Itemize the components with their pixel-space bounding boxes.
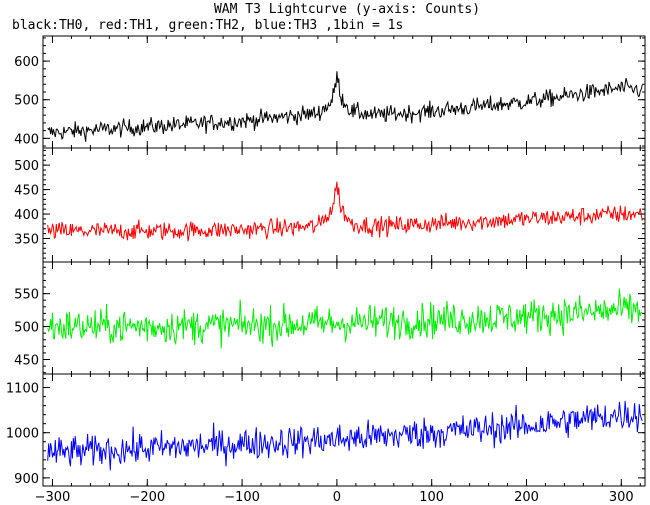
series-line-th1 bbox=[47, 181, 643, 242]
y-tick-label: 450 bbox=[14, 184, 39, 199]
panel-th0: 400 500 600 bbox=[14, 35, 646, 149]
x-tick-label: −300 bbox=[35, 490, 71, 505]
chart-title: WAM T3 Lightcurve (y-axis: Counts) bbox=[214, 2, 480, 17]
panel-th3: 900 1000 1100 bbox=[6, 373, 646, 487]
panel-frame bbox=[42, 373, 646, 487]
x-tick-label: 200 bbox=[514, 490, 539, 505]
y-tick-label: 500 bbox=[14, 94, 39, 109]
y-tick-label: 400 bbox=[14, 208, 39, 223]
panels-group: 400 500 600 350 400 450 500 450 500 550 900 1000 110… bbox=[6, 35, 646, 487]
series-line-th3 bbox=[47, 400, 643, 471]
x-tick-label: −100 bbox=[224, 490, 260, 505]
y-tick-label: 900 bbox=[14, 472, 39, 487]
x-tick-label: 300 bbox=[609, 490, 634, 505]
x-axis: −300 −200 −100 0 100 200 300 bbox=[35, 490, 634, 505]
series-line-th0 bbox=[47, 71, 643, 142]
x-tick-label: 0 bbox=[333, 490, 341, 505]
panel-th1: 350 400 450 500 bbox=[14, 147, 646, 263]
y-tick-label: 600 bbox=[14, 55, 39, 70]
y-tick-label: 500 bbox=[14, 321, 39, 336]
y-tick-label: 350 bbox=[14, 233, 39, 248]
panel-th2: 450 500 550 bbox=[14, 261, 646, 375]
y-tick-label: 500 bbox=[14, 159, 39, 174]
series-line-th2 bbox=[47, 288, 643, 349]
x-tick-label: 100 bbox=[419, 490, 444, 505]
y-tick-label: 400 bbox=[14, 132, 39, 147]
y-tick-label: 1000 bbox=[6, 427, 39, 442]
y-tick-label: 1100 bbox=[6, 382, 39, 397]
y-tick-label: 450 bbox=[14, 354, 39, 369]
x-tick-label: −200 bbox=[129, 490, 165, 505]
panel-frame bbox=[42, 147, 646, 263]
chart-subtitle: black:TH0, red:TH1, green:TH2, blue:TH3 … bbox=[12, 18, 403, 33]
y-tick-label: 550 bbox=[14, 288, 39, 303]
